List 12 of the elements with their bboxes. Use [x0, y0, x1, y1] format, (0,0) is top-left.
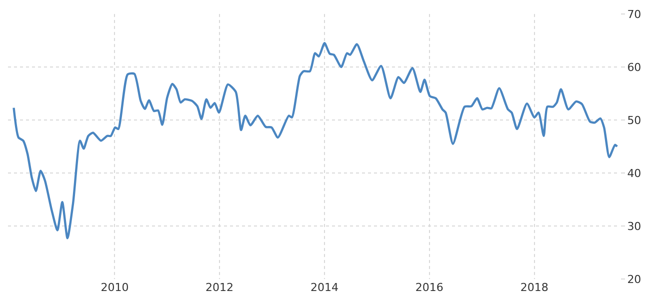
y-tick-label: 70	[627, 8, 642, 21]
y-tick-label: 60	[627, 60, 642, 74]
x-tick-label: 2012	[206, 281, 234, 294]
y-tick-label: 30	[627, 220, 642, 233]
x-tick-label: 2018	[520, 281, 548, 294]
line-series	[12, 42, 618, 240]
x-tick-label: 2014	[310, 281, 339, 294]
y-tick-label: 50	[627, 114, 642, 127]
x-tick-label: 2010	[100, 281, 129, 294]
y-tick-label: 40	[627, 166, 642, 180]
x-tick-label: 2016	[415, 281, 444, 294]
y-tick-label: 20	[627, 272, 642, 286]
